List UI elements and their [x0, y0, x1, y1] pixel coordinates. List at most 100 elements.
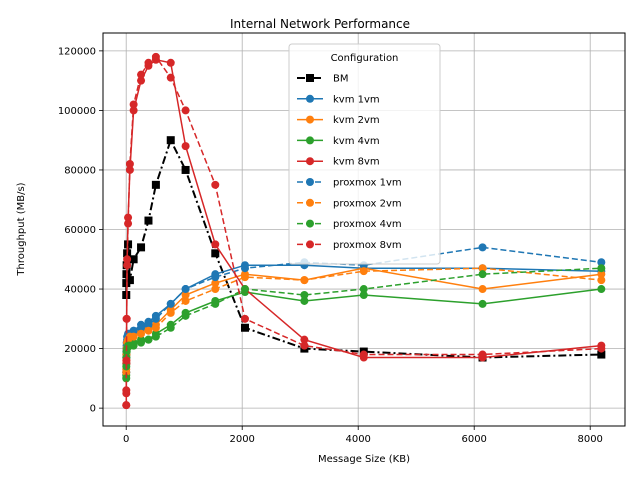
data-point — [181, 291, 190, 299]
y-tick-label: 120000 — [58, 46, 96, 57]
data-point — [181, 296, 190, 305]
data-point — [597, 285, 606, 294]
data-point — [124, 219, 133, 228]
data-point — [144, 58, 153, 67]
y-tick-label: 40000 — [64, 285, 96, 296]
data-point — [211, 299, 220, 308]
data-point — [144, 326, 153, 335]
legend-swatch-marker — [306, 219, 314, 228]
data-point — [597, 350, 606, 359]
legend-box — [288, 43, 441, 265]
data-point — [359, 285, 368, 294]
data-point — [300, 335, 309, 344]
data-point — [123, 261, 132, 270]
data-point — [211, 279, 220, 288]
y-tick-label: 80000 — [64, 165, 96, 176]
data-point — [125, 276, 134, 285]
data-point — [137, 243, 146, 252]
data-point — [211, 285, 220, 294]
legend-swatch-marker — [306, 74, 314, 82]
y-tick-label: 20000 — [64, 344, 96, 355]
data-point — [181, 165, 190, 174]
legend-swatch-marker — [306, 157, 314, 166]
data-point — [240, 314, 249, 323]
data-point — [129, 100, 138, 109]
legend-swatch-marker — [306, 240, 314, 249]
data-point — [597, 264, 606, 273]
data-point — [300, 296, 309, 305]
chart-title: Internal Network Performance — [230, 17, 410, 31]
data-point — [129, 341, 138, 350]
data-point — [129, 326, 138, 335]
data-point — [166, 58, 175, 67]
legend-entry-label: kvm 1vm — [333, 94, 380, 105]
data-point — [359, 350, 368, 359]
y-tick-label: 60000 — [64, 225, 96, 236]
data-point — [211, 240, 220, 249]
x-tick-label: 2000 — [229, 434, 254, 445]
data-point — [166, 323, 175, 332]
data-point — [151, 314, 160, 323]
data-point — [597, 276, 606, 285]
legend-swatch-marker — [306, 178, 314, 186]
data-point — [478, 299, 487, 308]
legend-swatch-marker — [306, 115, 314, 124]
data-point — [137, 329, 146, 338]
x-tick-label: 6000 — [461, 434, 486, 445]
data-point — [124, 213, 133, 222]
data-point — [166, 73, 175, 82]
data-point — [211, 273, 220, 282]
x-tick-label: 0 — [123, 434, 129, 445]
data-point — [300, 276, 309, 285]
data-point — [478, 264, 487, 273]
legend-swatch-marker — [306, 198, 314, 207]
data-point — [122, 386, 131, 395]
data-point — [166, 136, 175, 145]
data-point — [144, 216, 153, 225]
data-point — [122, 401, 131, 410]
legend-entry-label: kvm 2vm — [333, 115, 380, 126]
axes: 0 2000 4000 6000 800002000040000600008000010… — [58, 46, 603, 445]
data-point — [300, 291, 309, 299]
data-point — [240, 323, 249, 332]
data-point — [478, 270, 487, 279]
x-axis-label: Message Size (KB) — [318, 454, 410, 465]
legend-entry-label: kvm 8vm — [333, 157, 380, 168]
legend-entry-label: proxmox 8vm — [333, 240, 402, 251]
data-point — [597, 270, 606, 279]
data-point — [151, 180, 160, 189]
data-point — [151, 52, 160, 61]
legend-entry-label: BM — [333, 74, 349, 85]
legend-title: Configuration — [331, 53, 399, 64]
data-point — [211, 249, 220, 258]
data-point — [129, 255, 138, 264]
data-point — [129, 332, 138, 341]
data-point — [151, 332, 160, 341]
data-point — [300, 341, 309, 350]
legend-entry-label: proxmox 1vm — [333, 178, 402, 189]
data-point — [122, 356, 131, 365]
data-point — [478, 285, 487, 294]
legend-swatch-marker — [306, 136, 314, 145]
data-point — [240, 273, 249, 282]
legend-entry-label: proxmox 2vm — [333, 198, 402, 209]
data-point — [144, 320, 153, 329]
data-point — [181, 311, 190, 320]
legend: Configuration BM kvm 1vm kvm 2vm kvm 4vm kvm … — [288, 43, 441, 265]
data-point — [359, 291, 368, 299]
data-point — [181, 106, 190, 115]
x-tick-label: 8000 — [577, 434, 602, 445]
y-axis-label: Throughput (MB/s) — [16, 182, 27, 276]
data-point — [125, 160, 134, 168]
data-point — [181, 285, 190, 294]
data-point — [166, 299, 175, 308]
data-point — [137, 323, 146, 332]
data-point — [597, 258, 606, 267]
data-point — [137, 76, 146, 85]
data-point — [478, 243, 487, 252]
data-point — [240, 264, 249, 273]
data-point — [597, 344, 606, 353]
y-tick-label: 0 — [90, 404, 96, 415]
legend-swatch-marker — [306, 94, 314, 103]
